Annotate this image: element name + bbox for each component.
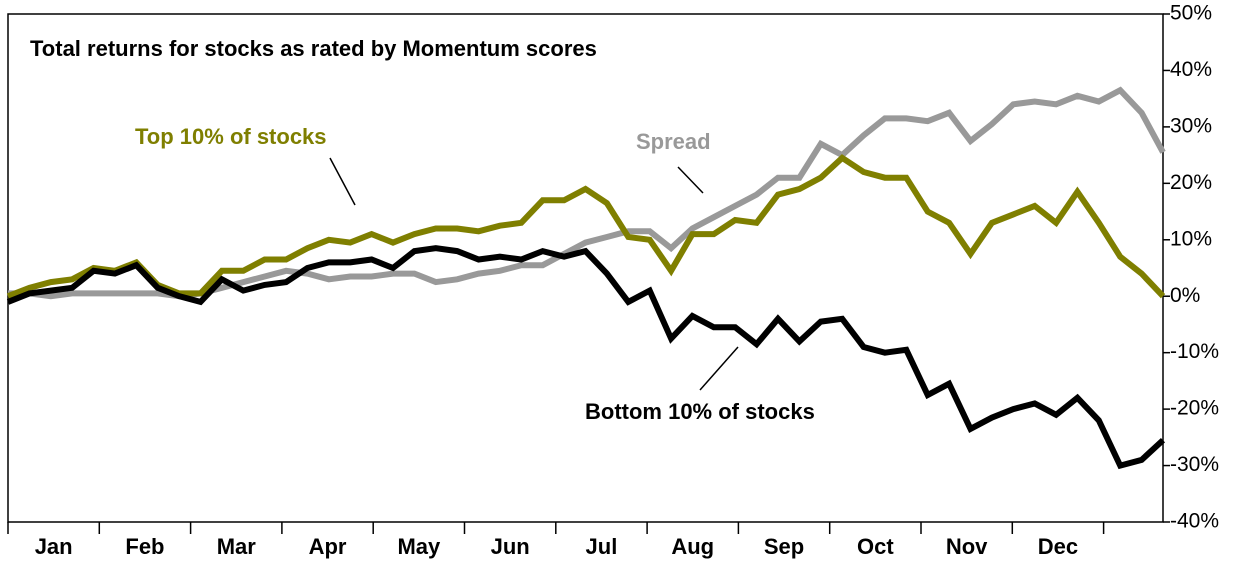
series-line <box>8 86 1166 300</box>
x-tick-label: Jun <box>491 534 530 559</box>
x-tick-label: Apr <box>309 534 347 559</box>
y-tick-label: 30% <box>1170 114 1212 137</box>
x-tick-label: May <box>397 534 441 559</box>
x-tick-label: Nov <box>946 534 988 559</box>
y-tick-label: -40% <box>1170 510 1219 533</box>
series-line <box>6 154 1166 299</box>
series-label: Top 10% of stocks <box>135 124 327 149</box>
x-tick-label: Mar <box>217 534 257 559</box>
x-tick-label: Aug <box>671 534 714 559</box>
x-tick-label: Oct <box>857 534 894 559</box>
y-tick-label: 10% <box>1170 227 1212 250</box>
x-tick-label: Dec <box>1038 534 1078 559</box>
leader-line <box>329 157 356 206</box>
y-tick-label: -10% <box>1170 340 1219 363</box>
y-tick-label: 20% <box>1170 171 1212 194</box>
x-tick-label: Sep <box>764 534 804 559</box>
leader-line <box>699 346 739 391</box>
chart-title: Total returns for stocks as rated by Mom… <box>30 36 597 61</box>
x-tick-label: Jan <box>35 534 73 559</box>
y-tick-label: 0% <box>1170 284 1200 307</box>
plot-frame <box>7 13 1164 523</box>
x-tick-label: Jul <box>586 534 618 559</box>
y-tick-label: 50% <box>1170 2 1212 25</box>
y-tick-label: -30% <box>1170 453 1219 476</box>
y-tick-label: 40% <box>1170 58 1212 81</box>
leader-line <box>677 166 704 194</box>
series-line <box>6 245 1166 470</box>
series-label: Spread <box>636 129 711 154</box>
x-tick-label: Feb <box>125 534 164 559</box>
y-tick-label: -20% <box>1170 397 1219 420</box>
series-label: Bottom 10% of stocks <box>585 399 815 424</box>
